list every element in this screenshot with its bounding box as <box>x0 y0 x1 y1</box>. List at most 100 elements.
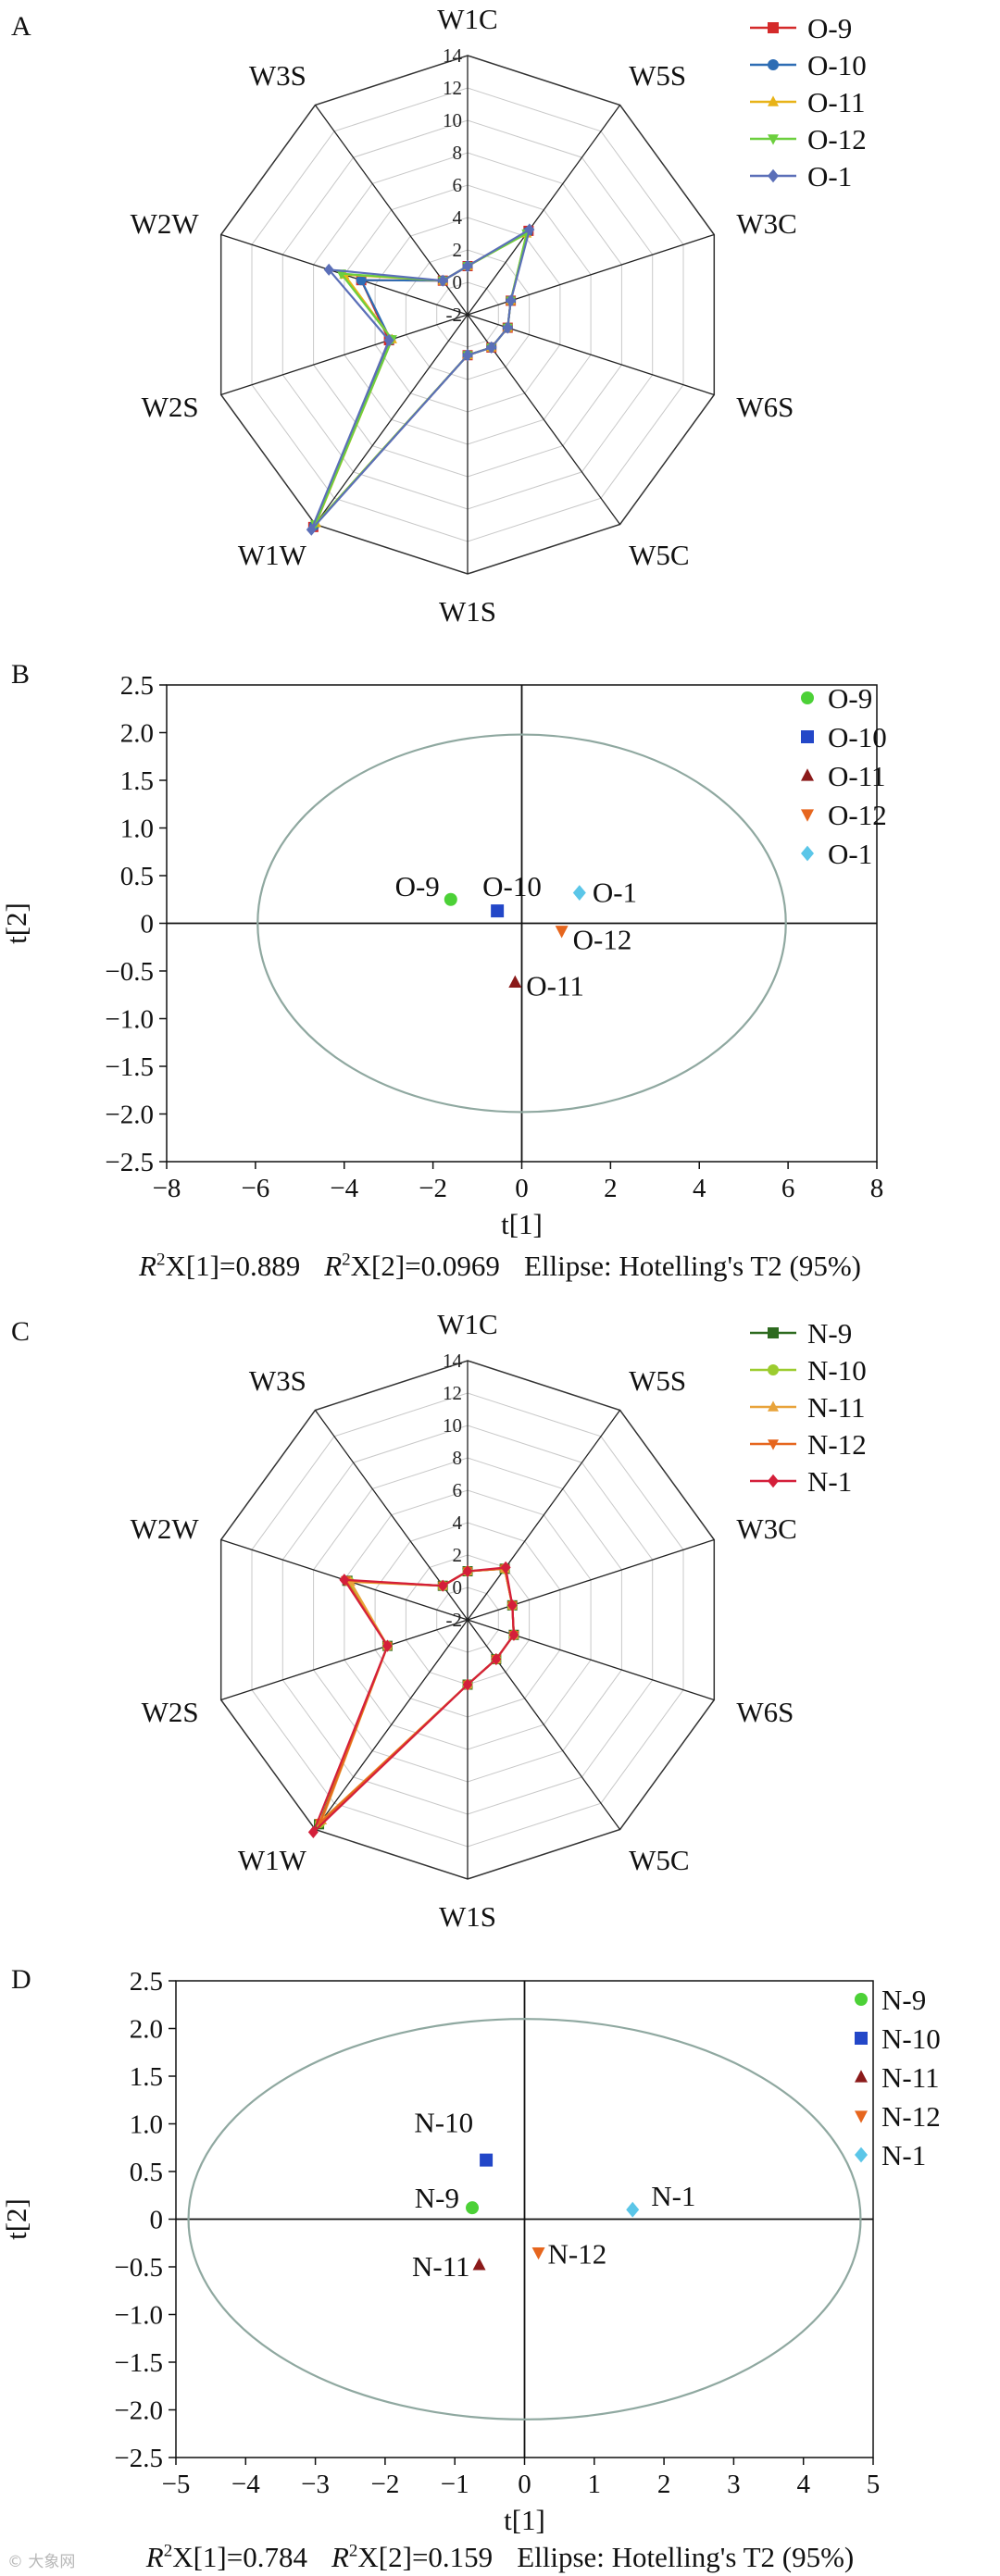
y-tick-label: −1.0 <box>114 2301 163 2331</box>
radar-chart-a: A -2 0 2 4 6 8 10 12 14 W1C W5S W3C W6S W5C W1S W1W W2S W2… <box>11 3 867 628</box>
point-o-12 <box>555 926 569 939</box>
x-tick-label: 0 <box>518 2470 531 2499</box>
series-point-o-1 <box>502 321 513 334</box>
axis-label-w1s: W1S <box>439 1900 496 1933</box>
y-tick-label: 0 <box>150 2206 164 2235</box>
series-point-o-1 <box>486 341 497 354</box>
y-tick-label: 2.5 <box>120 671 154 701</box>
radar-chart-c: C -2 0 2 4 6 8 10 12 14 W1C W5S W3C W6S W5C W1S W1W W2S W2… <box>11 1308 867 1933</box>
legend-label-o-11: O-11 <box>828 760 886 792</box>
legend-marker-o-10 <box>768 59 779 70</box>
x-tick-label: −3 <box>301 2470 330 2499</box>
point-n-12 <box>531 2246 545 2260</box>
radial-tick-label: 12 <box>443 1382 462 1404</box>
point-n-9 <box>466 2201 480 2215</box>
legend-marker-n-10 <box>768 1364 779 1375</box>
caption-d-r2x2: X[2]=0.159 <box>357 2541 494 2573</box>
radial-tick-label: -2 <box>446 1609 463 1631</box>
legend-label-n-12: N-12 <box>807 1428 867 1461</box>
legend-label-n-11: N-11 <box>807 1391 866 1424</box>
caption-b-r2-prefix: R <box>139 1250 156 1282</box>
caption-d-ellipse: Ellipse: Hotelling's T2 (95%) <box>517 2541 855 2573</box>
series-point-o-1 <box>524 223 535 236</box>
panel-a: A -2 0 2 4 6 8 10 12 14 W1C W5S W3C W6S W5C W1S W1W W2S W2… <box>0 0 1000 648</box>
y-tick-label: 0.5 <box>130 2158 163 2187</box>
point-o-9 <box>444 892 457 906</box>
point-label-o-1: O-1 <box>593 877 637 909</box>
y-tick-label: 0 <box>141 910 155 940</box>
axis-label-w5c: W5C <box>629 539 689 571</box>
series-line-n-9 <box>318 1567 516 1825</box>
radial-tick-label: 6 <box>453 1479 463 1501</box>
radial-tick-label: 2 <box>453 239 463 261</box>
x-tick-label: −1 <box>441 2470 469 2499</box>
axis-spoke <box>467 1619 621 1830</box>
y-tick-label: −2.5 <box>114 2444 163 2473</box>
axis-label-w5s: W5S <box>629 1364 686 1397</box>
axis-spoke <box>467 1410 621 1621</box>
legend-label-o-10: O-10 <box>828 721 887 753</box>
legend-label-o-1: O-1 <box>807 160 852 193</box>
caption-b-r2x1: X[1]=0.889 <box>165 1250 301 1282</box>
legend-marker-n-12 <box>768 1439 779 1450</box>
series-point-n-1 <box>381 1639 393 1652</box>
legend-label-o-11: O-11 <box>807 86 866 118</box>
series-point-o-1 <box>323 263 334 276</box>
panel-d: D −5 −4 −3 −2 −1 0 1 2 3 4 5 −2.5 −2.0 −1.5 −1.0 −0.5 0 0.… <box>0 1953 1000 2576</box>
panel-label-a: A <box>11 11 31 42</box>
axis-label-w5s: W5S <box>629 59 686 92</box>
x-axis-title: t[1] <box>504 2504 545 2536</box>
x-tick-label: 0 <box>515 1174 529 1203</box>
radial-tick-label: 10 <box>443 1414 462 1437</box>
legend-label-o-12: O-12 <box>828 799 887 831</box>
y-tick-label: 2.0 <box>130 2015 163 2045</box>
y-tick-label: −0.5 <box>105 957 154 987</box>
point-label-n-11: N-11 <box>412 2250 470 2283</box>
legend-label-n-11: N-11 <box>881 2061 940 2094</box>
radial-tick-label: 4 <box>453 1512 463 1534</box>
series-line-n-12 <box>319 1567 516 1824</box>
legend-marker-o-9 <box>768 22 779 33</box>
y-tick-label: 1.0 <box>130 2110 163 2140</box>
legend-marker-o-11 <box>768 95 779 106</box>
axis-label-w1w: W1W <box>238 539 307 571</box>
legend-label-n-1: N-1 <box>807 1465 852 1498</box>
panel-label-d: D <box>11 1964 31 1995</box>
point-label-n-9: N-9 <box>415 2182 459 2214</box>
axis-spoke <box>467 105 621 316</box>
point-o-10 <box>491 904 505 918</box>
y-tick-label: 0.5 <box>120 862 154 891</box>
axis-label-w1s: W1S <box>439 595 496 628</box>
axis-spoke <box>467 1619 715 1701</box>
radial-tick-label: 12 <box>443 77 462 99</box>
caption-d: R2X[1]=0.784 R2X[2]=0.159 Ellipse: Hotelli… <box>0 2541 1000 2574</box>
caption-b: R2X[1]=0.889 R2X[2]=0.0969 Ellipse: Hotell… <box>0 1250 1000 1283</box>
radial-tick-label: -2 <box>446 304 463 326</box>
y-tick-label: −2.0 <box>114 2396 163 2426</box>
axis-label-w5c: W5C <box>629 1844 689 1876</box>
series-line-n-10 <box>319 1567 516 1824</box>
radial-tick-label: 14 <box>443 44 463 67</box>
caption-d-r2x1: X[1]=0.784 <box>172 2541 307 2573</box>
legend-marker-o-9 <box>801 691 814 704</box>
axis-label-w2s: W2S <box>142 1696 199 1728</box>
y-tick-label: −0.5 <box>114 2253 163 2283</box>
panel-b: B −8 −6 −4 −2 0 2 4 6 8 −2.5 −2.0 −1.5 −1.0 −0.5 0 0.5 1.… <box>0 648 1000 1287</box>
radial-tick-label: 0 <box>453 1576 463 1599</box>
radial-tick-label: 4 <box>453 206 463 229</box>
legend-label-o-12: O-12 <box>807 123 867 156</box>
radial-tick-label: 14 <box>443 1350 463 1372</box>
series-line-n-11 <box>320 1567 516 1822</box>
point-n-1 <box>626 2201 640 2218</box>
point-label-o-10: O-10 <box>482 870 542 902</box>
caption-b-r2-prefix-2: R <box>324 1250 343 1282</box>
x-tick-label: −2 <box>419 1174 447 1203</box>
series-point-o-1 <box>383 333 394 347</box>
x-tick-label: 1 <box>588 2470 602 2499</box>
y-axis-title: t[2] <box>0 902 32 944</box>
x-tick-label: −2 <box>370 2470 399 2499</box>
caption-b-r2-sup-2: 2 <box>342 1250 351 1270</box>
legend-label-n-9: N-9 <box>881 1984 926 2016</box>
point-label-o-11: O-11 <box>526 969 584 1002</box>
legend-marker-o-12 <box>768 134 779 145</box>
